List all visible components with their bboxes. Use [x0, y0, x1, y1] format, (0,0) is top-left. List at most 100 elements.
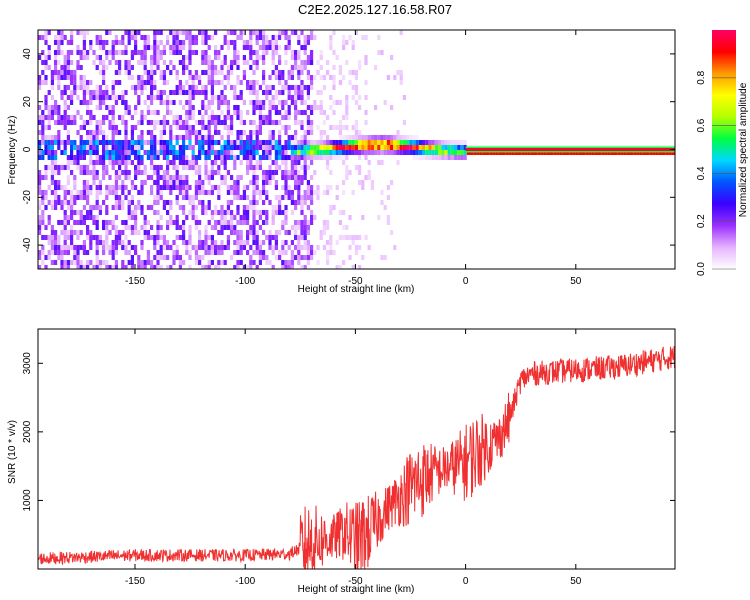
- heatmap-cell: [278, 45, 282, 50]
- heatmap-cell: [236, 220, 240, 225]
- heatmap-cell: [258, 100, 262, 105]
- heatmap-cell: [50, 235, 54, 240]
- heatmap-cell: [281, 160, 285, 165]
- heatmap-cell: [95, 245, 99, 250]
- heatmap-cell: [114, 160, 118, 165]
- heatmap-cell: [54, 105, 58, 110]
- heatmap-cell: [82, 50, 86, 55]
- heatmap-cell: [156, 250, 160, 255]
- heatmap-cell: [86, 85, 90, 90]
- heatmap-cell: [185, 145, 189, 150]
- heatmap-cell: [258, 55, 262, 60]
- heatmap-cell: [249, 135, 253, 140]
- heatmap-cell: [188, 85, 192, 90]
- heatmap-cell: [210, 90, 214, 95]
- heatmap-cell: [182, 155, 186, 160]
- heatmap-cell: [47, 250, 51, 255]
- heatmap-cell: [47, 135, 51, 140]
- heatmap-cell: [306, 240, 310, 245]
- heatmap-cell: [386, 135, 390, 140]
- heatmap-cell: [287, 35, 291, 40]
- heatmap-cell: [60, 120, 64, 125]
- heatmap-cell: [284, 185, 288, 190]
- heatmap-cell: [354, 145, 358, 150]
- heatmap-cell: [188, 225, 192, 230]
- heatmap-cell: [143, 55, 147, 60]
- heatmap-cell: [226, 235, 230, 240]
- heatmap-cell: [60, 65, 64, 70]
- heatmap-cell: [262, 40, 266, 45]
- heatmap-cell: [239, 215, 243, 220]
- heatmap-cell: [258, 145, 262, 150]
- heatmap-cell: [169, 130, 173, 135]
- heatmap-cell: [316, 125, 320, 130]
- heatmap-cell: [380, 135, 384, 140]
- heatmap-cell: [207, 80, 211, 85]
- heatmap-cell: [239, 95, 243, 100]
- heatmap-cell: [265, 255, 269, 260]
- heatmap-cell: [207, 35, 211, 40]
- heatmap-cell: [185, 185, 189, 190]
- heatmap-cell: [66, 60, 70, 65]
- heatmap-cell: [271, 100, 275, 105]
- heatmap-cell: [287, 185, 291, 190]
- heatmap-cell: [415, 155, 419, 160]
- heatmap-cell: [44, 30, 48, 35]
- heatmap-cell: [294, 50, 298, 55]
- heatmap-cell: [380, 200, 384, 205]
- heatmap-cell: [290, 195, 294, 200]
- heatmap-cell: [194, 185, 198, 190]
- heatmap-cell: [329, 45, 333, 50]
- heatmap-cell: [345, 235, 349, 240]
- heatmap-cell: [322, 120, 326, 125]
- heatmap-cell: [156, 120, 160, 125]
- heatmap-cell: [175, 245, 179, 250]
- heatmap-cell: [114, 240, 118, 245]
- heatmap-cell: [265, 215, 269, 220]
- heatmap-cell: [297, 225, 301, 230]
- colorbar-tick-label: 0.0: [696, 262, 707, 276]
- heatmap-cell: [108, 155, 112, 160]
- heatmap-cell: [156, 95, 160, 100]
- heatmap-cell: [194, 225, 198, 230]
- heatmap-cell: [281, 240, 285, 245]
- heatmap-cell: [92, 140, 96, 145]
- heatmap-cell: [310, 145, 314, 150]
- heatmap-cell: [329, 235, 333, 240]
- heatmap-cell: [198, 260, 202, 265]
- heatmap-cell: [249, 90, 253, 95]
- heatmap-cell: [354, 130, 358, 135]
- heatmap-cell: [338, 130, 342, 135]
- heatmap-cell: [143, 65, 147, 70]
- heatmap-cell: [182, 195, 186, 200]
- heatmap-cell: [130, 115, 134, 120]
- heatmap-cell: [297, 70, 301, 75]
- heatmap-cell: [290, 225, 294, 230]
- heatmap-cell: [278, 135, 282, 140]
- heatmap-cell: [303, 130, 307, 135]
- heatmap-cell: [354, 140, 358, 145]
- heatmap-cell: [271, 170, 275, 175]
- heatmap-cell: [76, 145, 80, 150]
- heatmap-cell: [294, 255, 298, 260]
- heatmap-cell: [63, 120, 67, 125]
- heatmap-cell: [210, 95, 214, 100]
- heatmap-cell: [303, 35, 307, 40]
- heatmap-cell: [73, 80, 77, 85]
- heatmap-cell: [114, 100, 118, 105]
- heatmap-cell: [150, 55, 154, 60]
- heatmap-cell: [242, 150, 246, 155]
- heatmap-cell: [143, 100, 147, 105]
- heatmap-cell: [335, 195, 339, 200]
- heatmap-cell: [194, 50, 198, 55]
- heatmap-cell: [210, 145, 214, 150]
- heatmap-cell: [162, 240, 166, 245]
- heatmap-cell: [207, 150, 211, 155]
- heatmap-cell: [294, 30, 298, 35]
- heatmap-cell: [146, 130, 150, 135]
- heatmap-cell: [201, 140, 205, 145]
- heatmap-cell: [118, 155, 122, 160]
- heatmap-cell: [194, 205, 198, 210]
- heatmap-cell: [204, 235, 208, 240]
- heatmap-cell: [166, 175, 170, 180]
